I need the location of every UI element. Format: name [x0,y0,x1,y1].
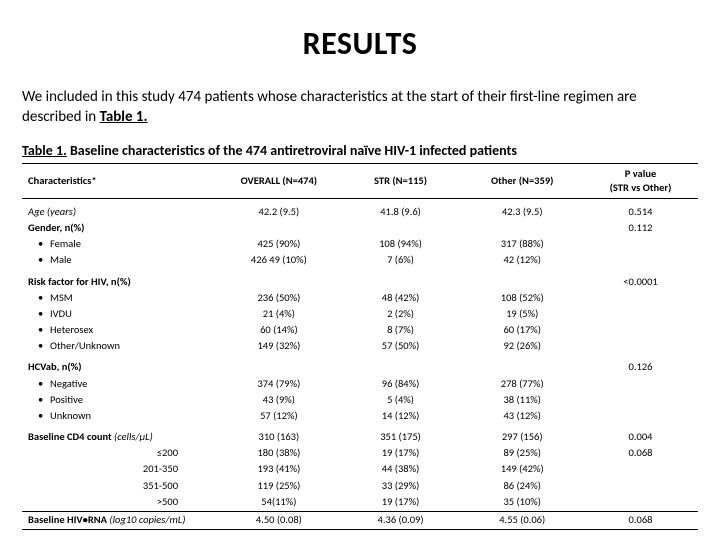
table-row: Risk factor for HIV, n(%) <0.0001 [22,269,698,290]
table-row: Age (years) 42.2 (9.5)41.8 (9.6)42.3 (9.… [22,198,698,220]
col-pvalue: P value(STR vs Other) [583,163,698,198]
row-rna-head: Baseline HIV•RNA (log10 copies/mL) [28,513,185,526]
table-row: Male426 49 (10%)7 (6%)42 (12%) [22,252,698,268]
table-row: >50054(11%)19 (17%)35 (10%) [22,494,698,512]
table-row: Positive43 (9%)5 (4%)38 (11%) [22,392,698,408]
col-str: STR (N=115) [340,163,462,198]
col-other: Other (N=359) [461,163,583,198]
table-row: 351-500119 (25%)33 (29%)86 (24%) [22,478,698,494]
table-row: Other/Unknown149 (32%)57 (50%)92 (26%) [22,338,698,354]
row-gender-head: Gender, n(%) [28,221,84,234]
table-row: MSM236 (50%)48 (42%)108 (52%) [22,290,698,306]
col-characteristics: Characteristics* [22,163,218,198]
col-overall: OVERALL (N=474) [218,163,340,198]
table-caption: Table 1. Baseline characteristics of the… [22,142,698,159]
table-number: Table 1. [22,142,67,159]
intro-table-ref: Table 1. [100,108,148,126]
results-table: Characteristics* OVERALL (N=474) STR (N=… [22,163,698,531]
row-cd4-head: Baseline CD4 count (cells/µL) [28,430,153,443]
table-row: ≤200180 (38%)19 (17%)89 (25%)0.068 [22,445,698,461]
caption-text: Baseline characteristics of the 474 anti… [67,142,517,159]
row-age-head: Age (years) [28,205,76,218]
table-row: HCVab, n(%) 0.126 [22,354,698,375]
page-title: RESULTS [22,24,698,63]
table-header-row: Characteristics* OVERALL (N=474) STR (N=… [22,163,698,198]
table-row: Female425 (90%)108 (94%)317 (88%) [22,236,698,252]
row-hcv-head: HCVab, n(%) [28,360,82,373]
table-row: Negative374 (79%)96 (84%)278 (77%) [22,376,698,392]
table-row: IVDU21 (4%)2 (2%)19 (5%) [22,306,698,322]
intro-text: We included in this study 474 patients w… [22,87,698,128]
table-row: Baseline HIV•RNA (log10 copies/mL) 4.50 … [22,511,698,529]
table-row: Heterosex60 (14%)8 (7%)60 (17%) [22,322,698,338]
table-row: Gender, n(%) 0.112 [22,220,698,236]
table-row: Baseline CD4 count (cells/µL) 310 (163)3… [22,424,698,445]
row-risk-head: Risk factor for HIV, n(%) [28,275,131,288]
table-row: Unknown57 (12%)14 (12%)43 (12%) [22,408,698,424]
table-row: 201-350193 (41%)44 (38%)149 (42%) [22,461,698,477]
